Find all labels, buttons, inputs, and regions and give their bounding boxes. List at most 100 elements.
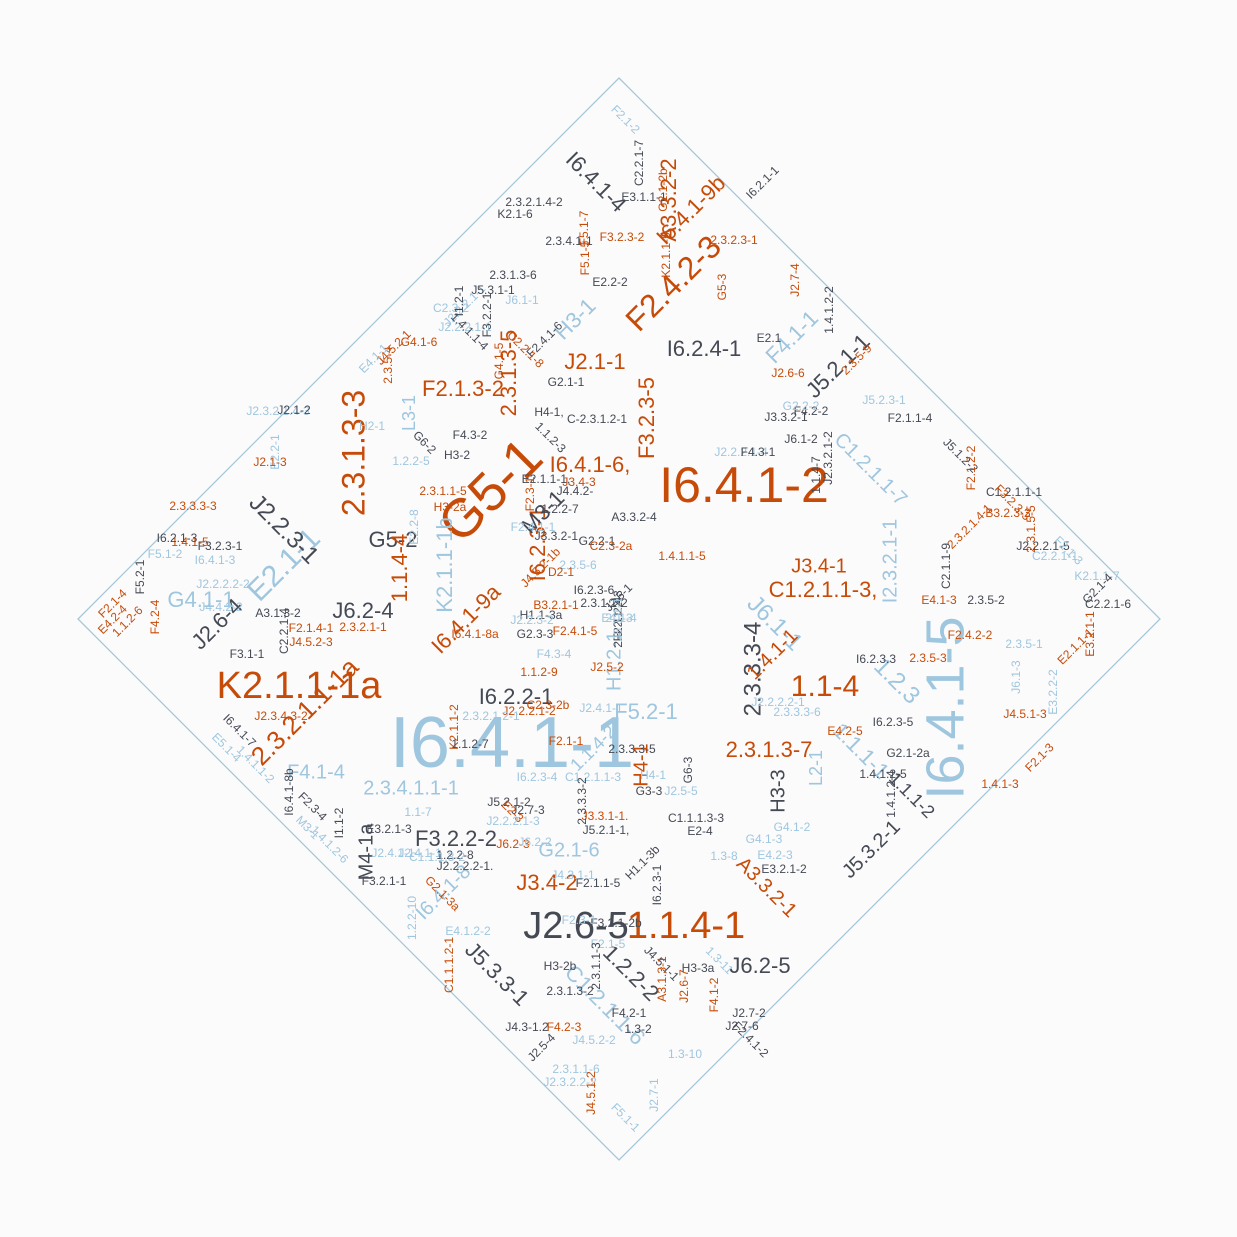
word-cloud-term: C1.2.1.1-3 (565, 770, 621, 784)
word-cloud-term: I6.4.1-4 (561, 147, 631, 217)
word-cloud-term: F2.1.3-2 (422, 376, 504, 401)
word-cloud-term: A3.3.2-2 (656, 158, 681, 241)
word-cloud-term: 1.4.1-3 (981, 777, 1019, 791)
word-cloud-term: J4.4.2- (557, 484, 594, 498)
word-cloud-term: I6.2.1-3 (157, 531, 198, 545)
word-cloud-term: F4.3-2 (453, 428, 488, 442)
word-cloud-term: 2.3.1.3-2 (546, 984, 594, 998)
word-cloud-term: 1.3-2 (624, 1022, 652, 1036)
word-cloud-term: K2.1.1-1b (432, 517, 457, 612)
word-cloud-term: J5.3.3-1 (460, 937, 534, 1011)
word-cloud-term: C-2.3.1.2-1 (567, 412, 627, 426)
word-cloud-term: 2.3.2.1-1 (339, 620, 387, 634)
word-cloud-term: E3.2.1-3 (366, 822, 412, 836)
word-cloud-term: J2.1-1 (564, 349, 625, 374)
word-cloud-term: J5.2.1-2 (487, 795, 531, 809)
word-cloud-term: J2.2.2.1-2 (502, 704, 556, 718)
word-cloud-term: G2.1-1 (548, 375, 585, 389)
word-cloud-term: C2.2.1-7 (632, 140, 646, 186)
word-cloud-term: J5.3.1-1 (471, 283, 515, 297)
word-cloud-term: 2.3.1.3-5 (496, 330, 521, 417)
word-cloud-term: 2.3.2.1.2-1 (462, 709, 520, 723)
word-cloud-term: E3.2.2-2 (1046, 669, 1060, 715)
word-cloud-term: J2.1-2 (277, 403, 311, 417)
word-cloud-term: F2.1-5 (591, 937, 626, 951)
word-cloud-term: I6.4.1-3 (195, 553, 236, 567)
word-cloud-term: K2.1.1-2 (447, 704, 461, 750)
word-cloud-term: J2.2.2.1-4 (714, 445, 768, 459)
word-cloud-term: 2.3.5-1 (1005, 637, 1043, 651)
word-cloud-term: J4.3.1-1 (551, 868, 595, 882)
word-cloud-term: F3.2.3-2 (600, 230, 645, 244)
word-cloud-term: H3-2b (544, 959, 577, 973)
word-cloud-term: G4.1-2 (774, 820, 811, 834)
word-cloud-term: J2.2.2.1-5 (1016, 539, 1070, 553)
word-cloud-term: C2.3-2b (527, 698, 570, 712)
word-cloud-term: K2.1-6 (497, 207, 533, 221)
word-cloud-term: I6.4.1-1 (390, 703, 634, 783)
word-cloud-term: H3-2 (444, 448, 470, 462)
word-cloud-term: F4.1-2 (707, 977, 721, 1012)
word-cloud-term: 2.3.3.3-3 (169, 499, 217, 513)
word-cloud-term: J4.3-1.2 (505, 1020, 549, 1034)
word-cloud-term: J6.1-3 (1009, 660, 1023, 694)
word-cloud-term: 2.3.4.1.1-1 (363, 777, 459, 799)
word-cloud-term: J6.2-4 (332, 598, 393, 623)
word-cloud-term: J2.3.2.1-2 (821, 431, 835, 485)
word-cloud-term: I6.4.1-8a (451, 627, 499, 641)
word-cloud-term: 1.1.2-3 (532, 419, 569, 456)
word-cloud-term: J2.7-4 (788, 263, 802, 297)
word-cloud-term: I6.2.2-1 (479, 684, 554, 709)
word-cloud-term: 2.3.1.1-3 (589, 942, 603, 990)
word-cloud-term: I6.2.3-1 (525, 507, 550, 582)
word-cloud-term: F2.1.2-2 (964, 445, 978, 490)
word-cloud-term: C2.3-2 (433, 301, 469, 315)
word-cloud-term: 2.3.2.1.4-2 (505, 195, 563, 209)
word-cloud-term: L3-1 (399, 395, 419, 431)
word-cloud-term: C1.1.1.2-1 (442, 937, 456, 993)
word-cloud-term: 1.1-4 (791, 670, 859, 703)
word-cloud-term: I1.1-2 (332, 807, 346, 838)
word-cloud-term: J2.6-5 (523, 905, 629, 947)
word-cloud-term: J6.2-2 (518, 835, 552, 849)
word-cloud-term: H2-1 (359, 419, 385, 433)
word-cloud-term: J4.5.2-3 (289, 635, 333, 649)
word-cloud-term: J2.6-7 (677, 969, 691, 1003)
word-cloud-term: H3-2a (434, 500, 467, 514)
word-cloud-term: 1.4.1-5 (171, 535, 209, 549)
word-cloud-term: I6.4.1-5 (915, 616, 975, 799)
word-cloud-term: I6.4.1-2 (659, 457, 829, 513)
word-cloud-term: H4-1 (640, 768, 666, 782)
word-cloud-term: J2.2.3-2 (510, 613, 554, 627)
word-cloud-term: F5.2-1 (614, 699, 678, 724)
word-cloud-term: F2.1.2-4 (611, 596, 625, 641)
word-cloud-term: F5.2-1 (133, 559, 147, 594)
word-cloud-term: F4.2-4 (148, 599, 162, 634)
word-cloud-term: 1.1.4-4 (387, 534, 412, 603)
word-cloud-term: G4.1-1 (167, 587, 234, 612)
word-cloud-term: 1.2.2-10 (405, 896, 419, 940)
word-cloud-term: J2.7-3 (511, 803, 545, 817)
word-cloud-term: H3-3a (682, 961, 715, 975)
word-cloud-term: E4.1.2-2 (445, 924, 491, 938)
word-cloud-term: F4.2-3 (547, 1020, 582, 1034)
word-cloud-term: 2.3.1.3-6 (489, 268, 537, 282)
word-cloud-term: E2.2-2 (592, 275, 628, 289)
word-cloud-term: J2.5-2 (590, 660, 624, 674)
word-cloud-term: J2.1-3 (253, 455, 287, 469)
word-cloud-term: F3.2.1-1 (362, 874, 407, 888)
word-cloud-term: 2.3.3.3-5 (608, 742, 656, 756)
word-cloud-term: J6.2-3 (496, 837, 530, 851)
word-cloud-term: E4.2-5 (827, 724, 863, 738)
word-cloud-term: 2.3.1.3-3 (335, 390, 371, 516)
word-cloud-term: H1.2-1 (603, 631, 625, 691)
word-cloud-term: 2.3.2.1.2-3 (611, 590, 625, 648)
word-cloud-term: J2.2.2.2-1. (437, 859, 494, 873)
word-cloud-term: H4-1 (630, 743, 652, 786)
word-cloud-term: F4.2-1 (612, 1006, 647, 1020)
word-cloud-term: 1.4.1.2-5 (859, 767, 907, 781)
word-cloud-term: 1.4.1.2-4 (884, 770, 898, 818)
word-cloud-term: I6.2.1-1 (743, 163, 782, 202)
